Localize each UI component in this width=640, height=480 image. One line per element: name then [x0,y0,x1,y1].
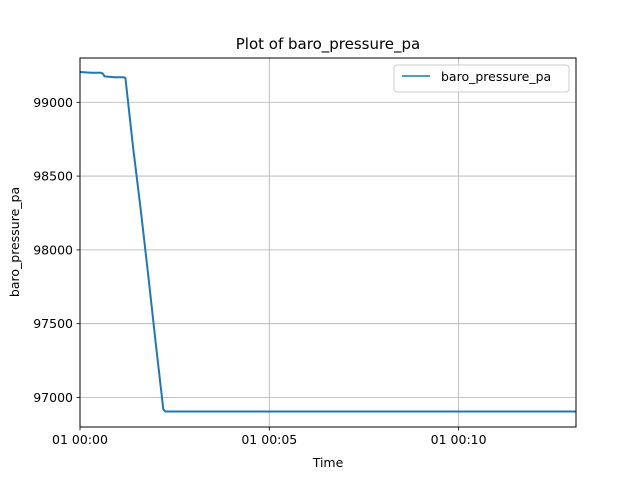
legend-label: baro_pressure_pa [441,69,551,84]
y-tick-label: 99000 [33,95,73,110]
x-tick-label: 01 00:05 [241,432,297,447]
x-axis-ticks: 01 00:00 01 00:05 01 00:10 [52,427,487,447]
chart-title: Plot of baro_pressure_pa [236,35,421,54]
x-tick-label: 01 00:10 [431,432,487,447]
y-axis-ticks: 97000 97500 98000 98500 99000 [33,95,80,405]
series-line [79,71,576,413]
y-tick-label: 97500 [33,316,73,331]
y-tick-label: 97000 [33,390,73,405]
y-axis-label: baro_pressure_pa [7,187,22,297]
y-tick-label: 98000 [33,242,73,257]
x-axis-label: Time [312,455,344,470]
y-tick-label: 98500 [33,169,73,184]
plot-area [79,71,576,413]
x-tick-label: 01 00:00 [52,432,108,447]
axes-frame [79,57,577,428]
legend-box [393,64,570,93]
legend: baro_pressure_pa [393,64,570,93]
